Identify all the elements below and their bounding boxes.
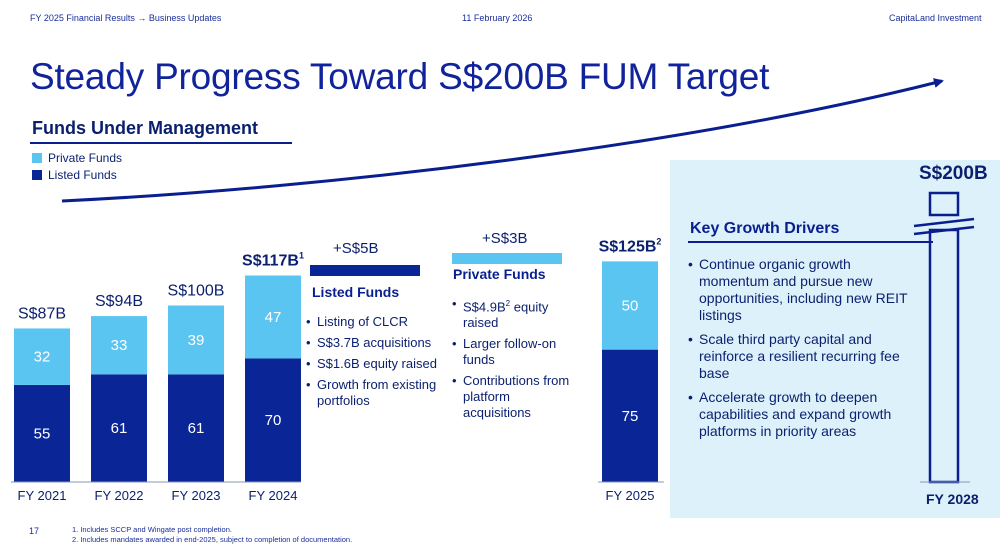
category-label: FY 2025	[606, 488, 655, 503]
target-category-label: FY 2028	[926, 491, 979, 507]
bar-total-label: S$117B1	[242, 250, 304, 269]
data-label-private: 32	[34, 349, 51, 366]
page-title: Steady Progress Toward S$200B FUM Target	[30, 56, 770, 97]
bar-listed	[14, 384, 70, 482]
total-footnote-marker: 2	[656, 236, 661, 246]
listed-items-list: Listing of CLCR S$3.7B acquisitions S$1.…	[306, 314, 454, 414]
legend-label-listed: Listed Funds	[48, 168, 117, 182]
listed-delta-label: +S$5B	[333, 240, 379, 257]
footnote-2: 2. Includes mandates awarded in end-2025…	[72, 535, 353, 544]
data-label-private: 47	[265, 309, 282, 326]
listed-item: Listing of CLCR	[306, 314, 454, 330]
private-section-title: Private Funds	[453, 266, 546, 282]
category-label: FY 2022	[95, 488, 144, 503]
category-label: FY 2021	[18, 488, 67, 503]
category-label: FY 2023	[172, 488, 221, 503]
private-delta-label: +S$3B	[482, 230, 528, 247]
category-label: FY 2024	[249, 488, 298, 503]
bar-private	[91, 316, 147, 375]
private-delta-bar	[452, 253, 562, 264]
growth-arrow	[61, 78, 944, 203]
footnote-1: 1. Includes SCCP and Wingate post comple…	[72, 525, 232, 534]
target-label: S$200B	[919, 163, 988, 184]
target-bar-top	[928, 191, 960, 217]
legend-label-private: Private Funds	[48, 151, 123, 165]
target-bar-body	[928, 228, 960, 484]
legend-item-private: Private Funds	[32, 151, 122, 165]
company-name: CapitaLand Investment	[889, 13, 982, 23]
data-label-listed: 70	[265, 412, 282, 429]
axis-break-mark	[913, 225, 975, 236]
driver-item: Continue organic growth momentum and pur…	[688, 256, 920, 324]
data-label-listed: 55	[34, 425, 51, 442]
driver-item: Accelerate growth to deepen capabilities…	[688, 389, 920, 440]
total-footnote-marker: 1	[299, 250, 304, 260]
driver-item: Scale third party capital and reinforce …	[688, 331, 920, 382]
private-item: S$4.9B2 equity raised	[452, 296, 577, 331]
data-label-listed: 75	[622, 408, 639, 425]
bar-total-label: S$100B	[168, 283, 225, 300]
listed-item: S$1.6B equity raised	[306, 356, 454, 372]
chart-subtitle: Funds Under Management	[32, 118, 259, 138]
private-item: Larger follow-on funds	[452, 336, 577, 368]
data-label-listed: 61	[111, 420, 128, 437]
target-bar-fy2028	[913, 191, 975, 484]
private-item: Contributions from platform acquisitions	[452, 373, 577, 421]
private-item-amount: S$4.9B	[463, 299, 506, 315]
bar-private	[602, 261, 658, 350]
data-label-private: 50	[622, 298, 639, 315]
listed-delta-bar	[310, 265, 420, 276]
bar-private	[168, 305, 224, 375]
listed-section-title: Listed Funds	[312, 284, 400, 300]
subtitle-underline	[30, 142, 292, 144]
listed-item: Growth from existing portfolios	[306, 377, 454, 409]
legend-swatch-listed	[32, 170, 42, 180]
bar-private	[245, 275, 301, 359]
legend-swatch-private	[32, 153, 42, 163]
bar-total-label: S$125B2	[599, 236, 662, 255]
bar-total-label: S$94B	[95, 293, 143, 310]
drivers-underline	[688, 241, 933, 243]
private-items-list: S$4.9B2 equity raised Larger follow-on f…	[452, 296, 577, 426]
private-item-text: equity raised	[463, 299, 549, 331]
drivers-title: Key Growth Drivers	[690, 220, 840, 237]
bar-listed	[168, 374, 224, 482]
breadcrumb: FY 2025 Financial Results → Business Upd…	[30, 13, 222, 23]
legend-item-listed: Listed Funds	[32, 168, 117, 182]
page-number: 17	[29, 526, 40, 536]
data-label-private: 39	[188, 332, 205, 349]
private-item-footnote: 2	[505, 299, 511, 308]
bar-total-label: S$87B	[18, 305, 66, 322]
listed-item: S$3.7B acquisitions	[306, 335, 454, 351]
bar-listed	[245, 358, 301, 482]
bar-private	[14, 328, 70, 385]
data-label-private: 33	[111, 337, 128, 354]
data-label-listed: 61	[188, 420, 205, 437]
bar-listed	[602, 349, 658, 482]
header-date: 11 February 2026	[462, 13, 533, 23]
bar-listed	[91, 374, 147, 482]
axis-break-mark	[913, 217, 975, 228]
drivers-list: Continue organic growth momentum and pur…	[688, 256, 920, 447]
